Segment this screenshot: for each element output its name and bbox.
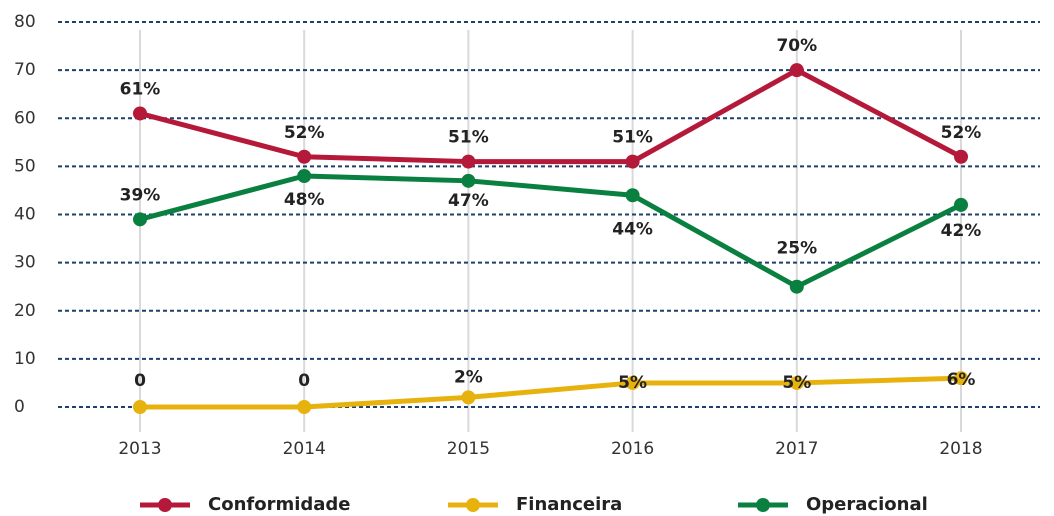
y-tick-label: 70: [14, 60, 36, 80]
point: [954, 371, 968, 386]
value-label: 47%: [448, 191, 489, 211]
value-label: 25%: [776, 239, 817, 259]
value-label: 48%: [284, 190, 325, 210]
x-tick-label: 2014: [283, 439, 326, 459]
value-label: 52%: [284, 123, 325, 143]
point: [789, 375, 804, 390]
point: [297, 400, 312, 414]
series-line: [139, 67, 963, 165]
x-tick-label: 2018: [939, 439, 982, 459]
value-label: 52%: [941, 123, 982, 143]
x-tick-label: 2017: [775, 439, 818, 459]
x-tick-label: 2016: [611, 439, 654, 459]
y-tick-label: 50: [14, 156, 36, 176]
value-label: 39%: [120, 185, 161, 205]
point: [625, 375, 640, 390]
y-tick-label: 10: [14, 349, 36, 369]
y-tick-label: 60: [14, 108, 36, 128]
series-line: [140, 375, 962, 410]
y-tick-label: 30: [14, 253, 36, 273]
legend-label: Operacional: [806, 494, 928, 515]
point: [625, 154, 640, 169]
point: [625, 188, 640, 203]
y-tick-label: 80: [14, 12, 36, 32]
y-tick-label: 40: [14, 205, 36, 225]
value-label: 42%: [941, 221, 982, 241]
legend-label: Conformidade: [208, 494, 351, 515]
value-label: 51%: [612, 128, 653, 148]
legend-label: Financeira: [516, 494, 622, 515]
value-label: 2%: [454, 367, 483, 387]
value-label: 44%: [612, 219, 653, 239]
y-tick-label: 20: [14, 301, 36, 321]
series-line: [139, 173, 963, 290]
x-tick-label: 2013: [118, 439, 161, 459]
value-label: 61%: [120, 79, 161, 99]
point: [461, 390, 476, 405]
point: [789, 279, 804, 294]
point: [133, 212, 147, 227]
value-label: 5%: [618, 373, 647, 393]
point: [461, 154, 476, 169]
point: [133, 106, 147, 121]
legend-marker: [158, 498, 172, 512]
point: [461, 173, 476, 188]
point: [789, 63, 804, 78]
value-label: 0: [134, 371, 146, 391]
point: [133, 400, 147, 414]
value-label: 5%: [782, 373, 811, 393]
point: [297, 149, 312, 164]
point: [954, 197, 968, 212]
value-label: 6%: [947, 370, 976, 390]
value-label: 70%: [776, 36, 817, 56]
point: [297, 169, 312, 183]
legend-marker: [756, 498, 770, 512]
x-tick-label: 2015: [447, 439, 490, 459]
value-label: 51%: [448, 128, 489, 148]
y-tick-label: 0: [14, 397, 25, 417]
value-label: 0: [298, 371, 310, 391]
legend-marker: [466, 498, 480, 512]
point: [954, 149, 968, 164]
